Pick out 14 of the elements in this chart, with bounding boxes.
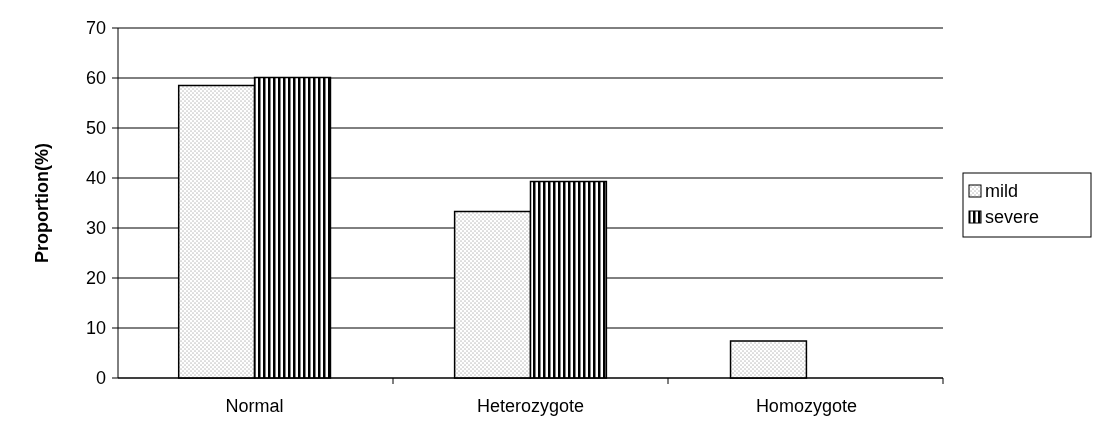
y-tick-label: 10 bbox=[85, 318, 106, 339]
x-tick-label: Heterozygote bbox=[476, 396, 585, 416]
y-tick-label: 50 bbox=[85, 118, 106, 139]
y-tick-label: 0 bbox=[95, 368, 106, 389]
y-tick-label: 70 bbox=[85, 18, 106, 39]
y-axis-title: Proportion(%) bbox=[32, 143, 52, 263]
legend-label: mild bbox=[985, 181, 1019, 202]
y-tick-label: 30 bbox=[85, 218, 106, 239]
y-tick-label: 40 bbox=[85, 168, 106, 189]
x-tick-label: Normal bbox=[225, 396, 284, 416]
y-tick-label: 20 bbox=[85, 268, 106, 289]
x-tick-label: Homozygote bbox=[755, 396, 857, 416]
y-tick-label: 60 bbox=[85, 68, 106, 89]
legend-label: severe bbox=[985, 207, 1040, 228]
